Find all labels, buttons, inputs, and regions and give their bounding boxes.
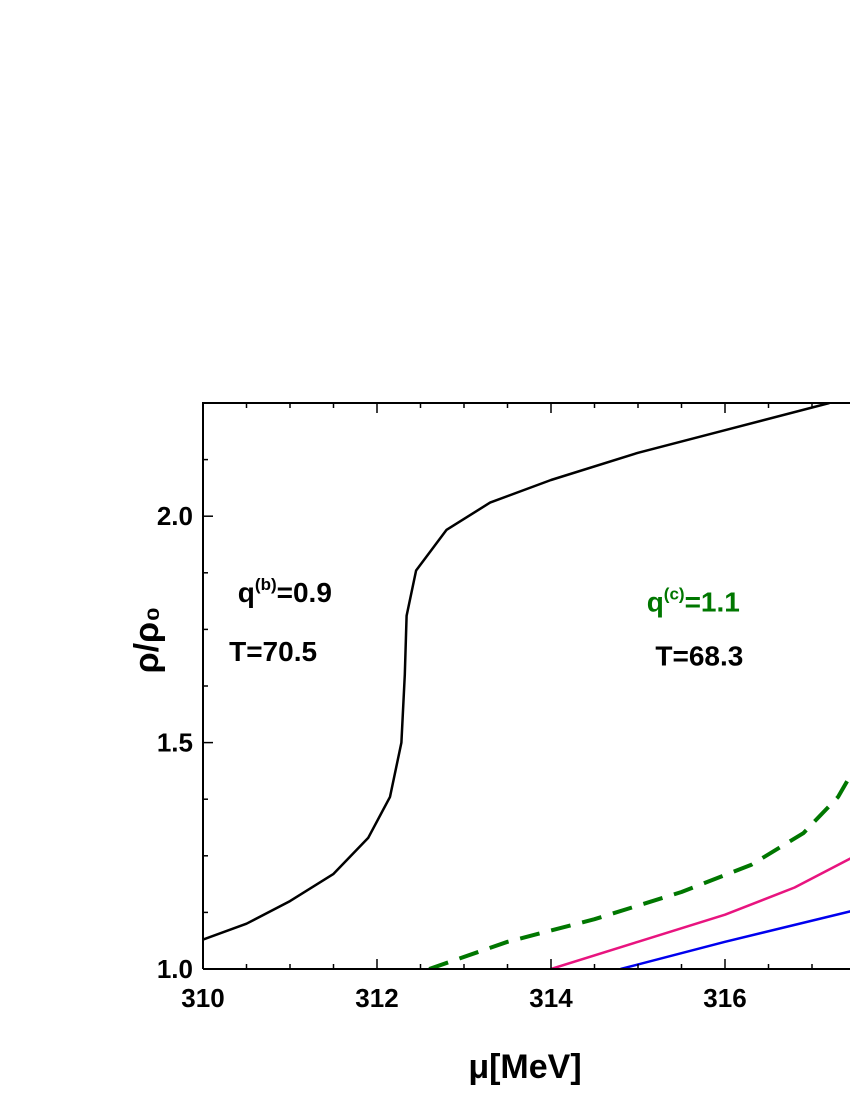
annotation-label: q(c)=1.1 [647,584,740,617]
series-line-1 [428,772,850,969]
y-axis-title: ρ/ρ₀ [128,607,166,674]
annotation-label: T=68.3 [655,641,743,672]
y-tick-label: 1.0 [157,954,193,984]
annotation-layer: q(b)=0.9T=70.5q(c)=1.1T=68.3q=1T=67.7qT [229,575,743,672]
series-line-2 [550,857,850,969]
axes-layer: 3103123143163183203221.01.52.0 [157,402,850,1013]
x-axis-title: μ[MeV] [468,1048,581,1086]
y-tick-label: 2.0 [157,501,193,531]
y-tick-label: 1.5 [157,728,193,758]
x-tick-label: 314 [529,983,573,1013]
x-tick-label: 316 [703,983,746,1013]
annotation-label: q(b)=0.9 [238,575,332,608]
annotation-label: T=70.5 [229,636,317,667]
x-tick-label: 310 [181,983,224,1013]
x-tick-label: 312 [355,983,398,1013]
series-layer [203,403,850,969]
series-line-0 [203,403,830,941]
